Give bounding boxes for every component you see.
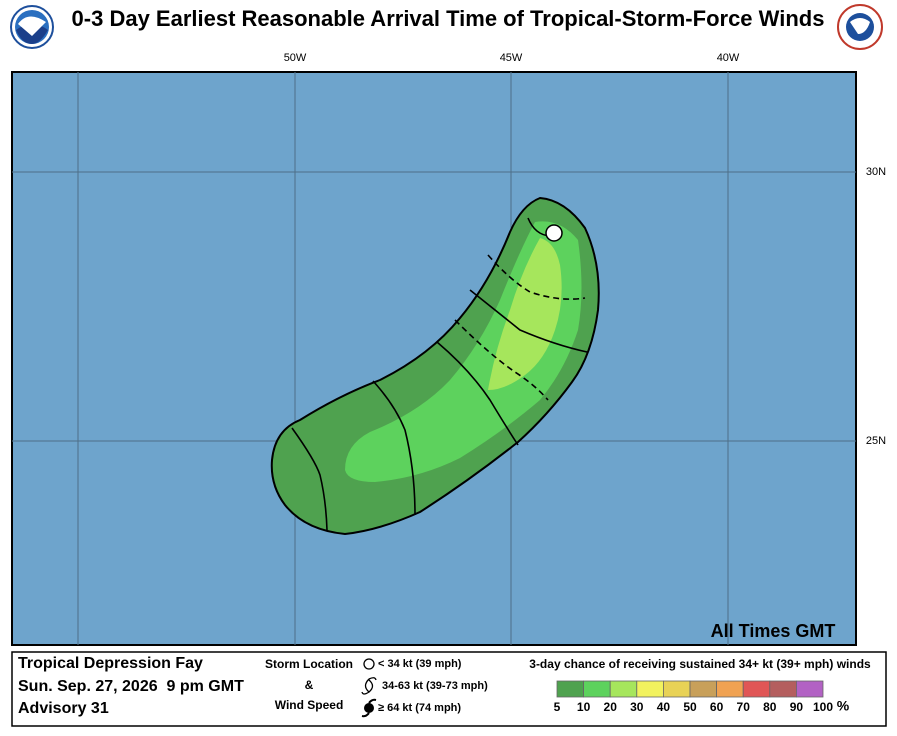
legend-swatch xyxy=(663,680,691,698)
longitude-label: 40W xyxy=(717,52,740,64)
legend-tick: 40 xyxy=(657,700,671,714)
legend-tick: 70 xyxy=(737,700,751,714)
legend-swatch xyxy=(796,680,824,698)
legend-swatch xyxy=(716,680,744,698)
longitude-label: 50W xyxy=(284,52,307,64)
symbol-label: < 34 kt (39 mph) xyxy=(378,658,462,670)
symbol-low xyxy=(363,658,375,670)
legend-unit: % xyxy=(837,698,850,714)
probability-legend: 5 10 20 30 40 50 60 70 80 90 100% xyxy=(554,680,850,714)
noaa-logo xyxy=(10,5,54,49)
legend-tick: 60 xyxy=(710,700,724,714)
legend-tick: 30 xyxy=(630,700,644,714)
longitude-label: 45W xyxy=(500,52,523,64)
title: 0-3 Day Earliest Reasonable Arrival Time… xyxy=(72,6,825,31)
symbol-label: 34-63 kt (39-73 mph) xyxy=(382,680,488,692)
symbol-legend-title: Wind Speed xyxy=(275,698,344,712)
storm-date: Sun. Sep. 27, 2026 9 pm GMT xyxy=(18,678,244,695)
storm-name: Tropical Depression Fay xyxy=(18,655,203,672)
symbol-ts xyxy=(361,677,377,695)
legend-swatch xyxy=(742,680,771,698)
legend-tick: 20 xyxy=(604,700,618,714)
symbol-hurricane xyxy=(361,698,377,718)
symbol-legend-title: Storm Location xyxy=(265,657,353,671)
legend-swatch xyxy=(636,680,664,698)
legend-tick: 5 xyxy=(554,700,561,714)
times-note: All Times GMT xyxy=(711,621,836,641)
legend-tick: 50 xyxy=(683,700,697,714)
storm-location xyxy=(545,224,563,242)
advisory: Advisory 31 xyxy=(18,700,109,717)
latitude-label: 25N xyxy=(866,435,886,447)
nws-logo xyxy=(837,4,883,50)
legend-tick: 100 xyxy=(813,700,833,714)
symbol-legend-title: & xyxy=(305,678,314,692)
legend-tick: 80 xyxy=(763,700,777,714)
probability-legend-title: 3-day chance of receiving sustained 34+ … xyxy=(529,657,871,671)
map-labels: 50W 45W 40W 30N 25N xyxy=(284,52,886,447)
legend-tick: 90 xyxy=(790,700,804,714)
legend-swatch xyxy=(609,680,638,698)
legend-swatch xyxy=(583,680,611,698)
legend-tick: 10 xyxy=(577,700,591,714)
legend-swatch xyxy=(769,680,797,698)
legend-swatch xyxy=(689,680,718,698)
map: All Times GMT xyxy=(11,71,857,646)
latitude-label: 30N xyxy=(866,166,886,178)
legend-swatch xyxy=(556,680,585,698)
symbol-label: ≥ 64 kt (74 mph) xyxy=(378,702,461,714)
wind-area-20 xyxy=(488,238,562,390)
